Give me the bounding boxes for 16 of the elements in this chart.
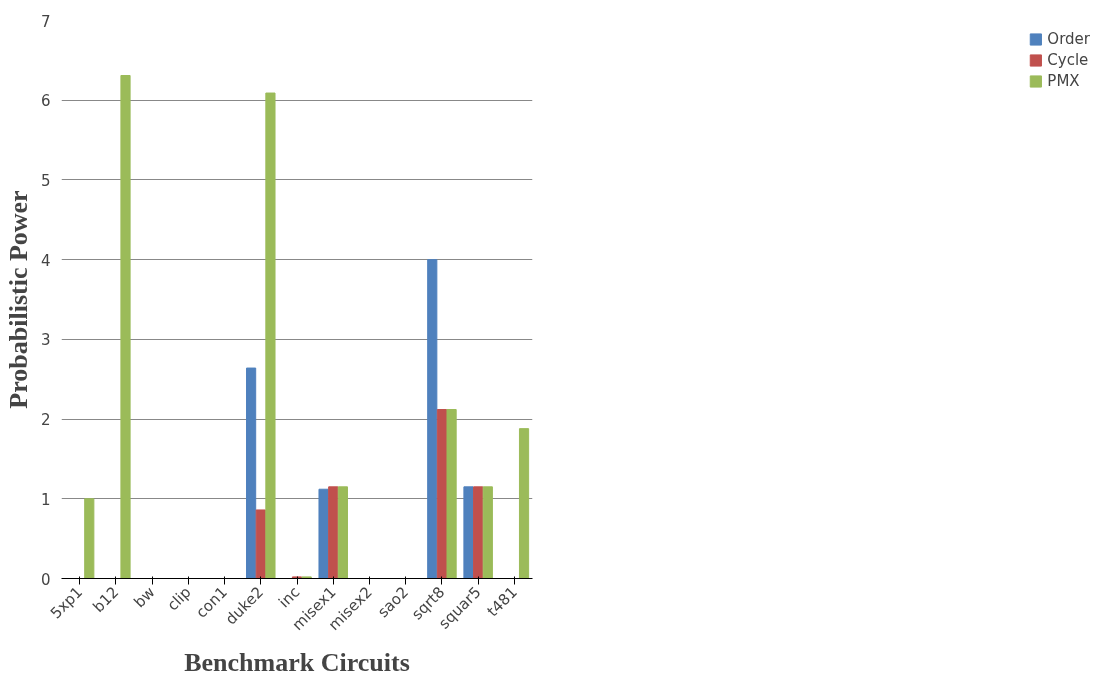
y-tick-label: 5	[40, 171, 51, 190]
legend-label: Cycle	[1047, 51, 1089, 69]
legend-label: Order	[1047, 30, 1090, 48]
y-tick-label: 0	[40, 570, 51, 589]
y-tick-label: 3	[40, 331, 51, 350]
x-tick-label: bw	[130, 583, 159, 612]
y-tick-label: 6	[40, 92, 51, 111]
x-tick-label: b12	[89, 583, 123, 617]
x-tick-label: clip	[163, 583, 195, 615]
y-tick-label: 7	[40, 12, 51, 31]
y-tick-label: 4	[40, 251, 51, 270]
x-axis-title: Benchmark Circuits	[184, 648, 410, 678]
legend-label: PMX	[1047, 72, 1080, 90]
y-tick-label: 1	[40, 490, 51, 509]
y-axis-title: Probabilistic Power	[3, 190, 33, 409]
y-tick-label: 2	[40, 411, 51, 430]
